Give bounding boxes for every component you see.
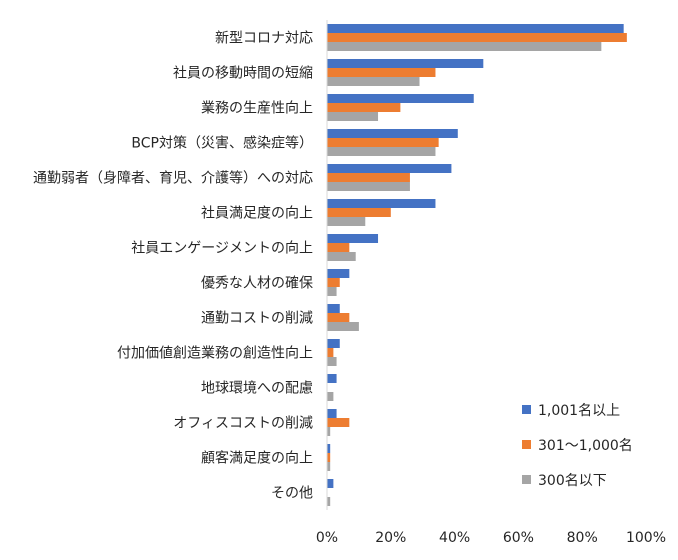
category-label: オフィスコストの削減 xyxy=(173,415,313,432)
bar xyxy=(327,59,484,68)
legend: 1,001名以上 301〜1,000名 300名以下 xyxy=(522,403,633,489)
bar xyxy=(327,409,337,418)
x-tick-label: 60% xyxy=(503,530,534,546)
bar xyxy=(327,217,366,226)
bar xyxy=(327,77,420,86)
bar xyxy=(327,278,340,287)
category-label: その他 xyxy=(271,486,313,502)
legend-swatch xyxy=(522,475,531,484)
bar xyxy=(327,357,337,366)
category-label: 付加価値創造業務の創造性向上 xyxy=(117,346,313,362)
bar xyxy=(327,462,331,471)
x-tick-label: 100% xyxy=(626,530,666,546)
bars-group xyxy=(327,24,627,506)
category-label: 顧客満足度の向上 xyxy=(201,450,313,467)
x-tick-label: 0% xyxy=(316,530,338,546)
bar xyxy=(327,103,401,112)
legend-swatch xyxy=(522,405,531,414)
bar xyxy=(327,147,436,156)
bar xyxy=(327,164,452,173)
bar xyxy=(327,138,439,147)
bar xyxy=(327,322,359,331)
bar xyxy=(327,234,379,243)
bar xyxy=(327,199,436,208)
legend-label: 1,001名以上 xyxy=(538,403,620,419)
bar xyxy=(327,348,334,357)
category-label: BCP対策（災害、感染症等） xyxy=(131,135,313,152)
bar xyxy=(327,94,474,103)
bar xyxy=(327,427,331,436)
x-tick-label: 40% xyxy=(439,530,470,546)
legend-swatch xyxy=(522,440,531,449)
bar xyxy=(327,243,350,252)
bar xyxy=(327,182,410,191)
legend-label: 301〜1,000名 xyxy=(538,438,633,454)
bar xyxy=(327,42,602,51)
bar xyxy=(327,374,337,383)
bar xyxy=(327,313,350,322)
legend-label: 300名以下 xyxy=(538,473,607,489)
bar xyxy=(327,392,334,401)
bar xyxy=(327,173,410,182)
category-label: 通勤コストの削減 xyxy=(201,310,313,327)
category-label: 新型コロナ対応 xyxy=(215,31,313,47)
bar xyxy=(327,68,436,77)
x-axis-ticks: 0% 20% 40% 60% 80% 100% xyxy=(316,530,666,546)
bar xyxy=(327,444,331,453)
x-tick-label: 20% xyxy=(375,530,406,546)
bar xyxy=(327,479,334,488)
bar xyxy=(327,339,340,348)
bar xyxy=(327,418,350,427)
bar xyxy=(327,304,340,313)
bar xyxy=(327,24,624,33)
bar xyxy=(327,33,627,42)
category-label: 優秀な人材の確保 xyxy=(201,276,313,292)
category-label: 社員エンゲージメントの向上 xyxy=(131,241,313,257)
bar xyxy=(327,453,331,462)
bar xyxy=(327,208,391,217)
bar xyxy=(327,129,458,138)
category-label: 地球環境への配慮 xyxy=(201,381,313,397)
bar xyxy=(327,112,379,121)
bar xyxy=(327,287,337,296)
bar xyxy=(327,252,356,261)
x-tick-label: 80% xyxy=(567,530,598,546)
bar xyxy=(327,497,331,506)
bar xyxy=(327,269,350,278)
category-label: 通勤弱者（身障者、育児、介護等）への対応 xyxy=(33,170,313,187)
category-label: 業務の生産性向上 xyxy=(201,101,313,117)
category-label: 社員の移動時間の短縮 xyxy=(173,66,313,82)
category-label: 社員満足度の向上 xyxy=(201,206,313,222)
